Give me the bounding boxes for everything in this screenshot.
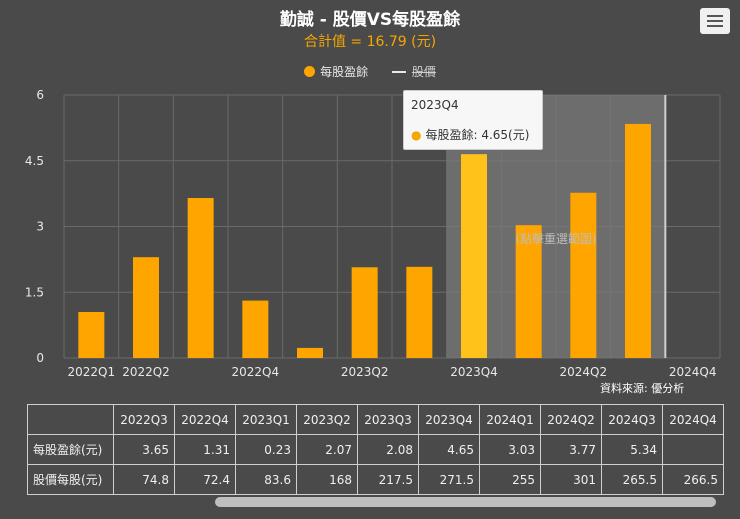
data-source: 資料來源: 優分析 [600, 382, 685, 395]
table-cell: 255 [479, 464, 541, 495]
bar-2024Q3[interactable] [625, 123, 651, 359]
table-cell: 74.8 [113, 464, 175, 495]
x-axis-labels: 2022Q1 2022Q2 2022Q4 2023Q2 2023Q4 2024Q2 2024… [68, 365, 717, 379]
table-header: 2023Q4 [418, 404, 480, 435]
table-cell: 3.03 [479, 434, 541, 465]
legend-eps-label: 每股盈餘 [320, 65, 369, 79]
bar-2023Q2[interactable] [351, 267, 378, 358]
bar-2022Q1[interactable] [78, 311, 105, 358]
y-axis-labels: 0 1.5 3 4.5 6 [25, 88, 44, 365]
table-row: 股價每股(元) 74.8 72.4 83.6 168 217.5 271.5 2… [27, 464, 724, 495]
y-tick-label: 6 [36, 88, 44, 102]
table-cell: 0.23 [235, 434, 297, 465]
x-tick-label: 2022Q4 [232, 365, 280, 379]
table-cell: 5.34 [601, 434, 663, 465]
table-cell: 217.5 [357, 464, 419, 495]
table-cell: 168 [296, 464, 358, 495]
bar-2023Q3[interactable] [406, 266, 433, 358]
data-table: 2022Q3 2022Q4 2023Q1 2023Q2 2023Q3 2023Q… [27, 404, 724, 495]
table-cell: 271.5 [418, 464, 480, 495]
menu-icon[interactable] [700, 8, 730, 34]
y-tick-label: 3 [36, 220, 44, 234]
x-tick-label: 2024Q2 [560, 365, 608, 379]
tooltip-value-row: ● 每股盈餘: 4.65(元) [411, 126, 529, 143]
table-cell: 2.07 [296, 434, 358, 465]
legend-price-label: 股價 [411, 65, 436, 79]
tooltip-value: 每股盈餘: 4.65(元) [425, 128, 530, 142]
legend: 每股盈餘 股價 [0, 63, 740, 80]
bars [78, 123, 651, 359]
bar-2023Q1[interactable] [297, 347, 323, 358]
table-corner [27, 404, 114, 435]
table-header: 2022Q3 [113, 404, 175, 435]
x-tick-label: 2022Q2 [122, 365, 170, 379]
bar-2024Q1[interactable] [515, 225, 542, 358]
legend-item-price[interactable]: 股價 [391, 63, 436, 80]
table-header: 2023Q3 [357, 404, 419, 435]
x-tick-label: 2022Q1 [68, 365, 116, 379]
table-header: 2023Q1 [235, 404, 297, 435]
bar-2022Q4[interactable] [242, 300, 269, 358]
table-cell: 4.65 [418, 434, 480, 465]
table-header: 2024Q4 [662, 404, 724, 435]
table-header: 2022Q4 [174, 404, 236, 435]
table-cell: 1.31 [174, 434, 236, 465]
y-tick-label: 1.5 [25, 285, 44, 299]
row-label: 股價每股(元) [27, 464, 114, 495]
table-cell: 266.5 [662, 464, 724, 495]
bar-2023Q4[interactable] [461, 154, 487, 358]
table-header: 2024Q2 [540, 404, 602, 435]
chart-title: 勤誠 - 股價VS每股盈餘 [279, 10, 461, 30]
table-cell: 83.6 [235, 464, 297, 495]
table-cell: 301 [540, 464, 602, 495]
chart-subtitle: 合計值 = 16.79 (元) [303, 34, 437, 50]
scrollbar-thumb[interactable] [215, 497, 716, 507]
tooltip-dot-icon: ● [411, 128, 422, 142]
table-cell [662, 434, 724, 465]
y-tick-label: 4.5 [25, 154, 44, 168]
x-tick-label: 2024Q4 [669, 365, 717, 379]
x-tick-label: 2023Q2 [341, 365, 389, 379]
table-header-row: 2022Q3 2022Q4 2023Q1 2023Q2 2023Q3 2023Q… [27, 404, 724, 435]
table-cell: 3.77 [540, 434, 602, 465]
table-cell: 3.65 [113, 434, 175, 465]
table-cell: 265.5 [601, 464, 663, 495]
legend-item-eps[interactable]: 每股盈餘 [304, 63, 368, 80]
eps-bar-chart[interactable]: 0 1.5 3 4.5 6 2022Q1 2022Q2 2022Q4 2023Q2 2023Q4… [0, 0, 740, 400]
bar-2024Q2[interactable] [570, 192, 597, 358]
table-cell: 2.08 [357, 434, 419, 465]
legend-price-marker-icon [391, 71, 406, 73]
table-row: 每股盈餘(元) 3.65 1.31 0.23 2.07 2.08 4.65 3.… [27, 434, 724, 465]
horizontal-scrollbar[interactable] [27, 497, 723, 507]
bar-2022Q2[interactable] [133, 257, 159, 358]
x-tick-label: 2023Q4 [450, 365, 498, 379]
table-header: 2024Q3 [601, 404, 663, 435]
table-header: 2023Q2 [296, 404, 358, 435]
y-tick-label: 0 [36, 351, 44, 365]
tooltip-period: 2023Q4 [411, 98, 459, 112]
reselect-range-hint[interactable]: (點擊重選範圍) [515, 231, 596, 246]
legend-eps-marker-icon [304, 66, 316, 77]
table-header: 2024Q1 [479, 404, 541, 435]
bar-2022Q3[interactable] [187, 198, 214, 358]
row-label: 每股盈餘(元) [27, 434, 114, 465]
table-cell: 72.4 [174, 464, 236, 495]
tooltip: 2023Q4 ● 每股盈餘: 4.65(元) [403, 90, 543, 150]
